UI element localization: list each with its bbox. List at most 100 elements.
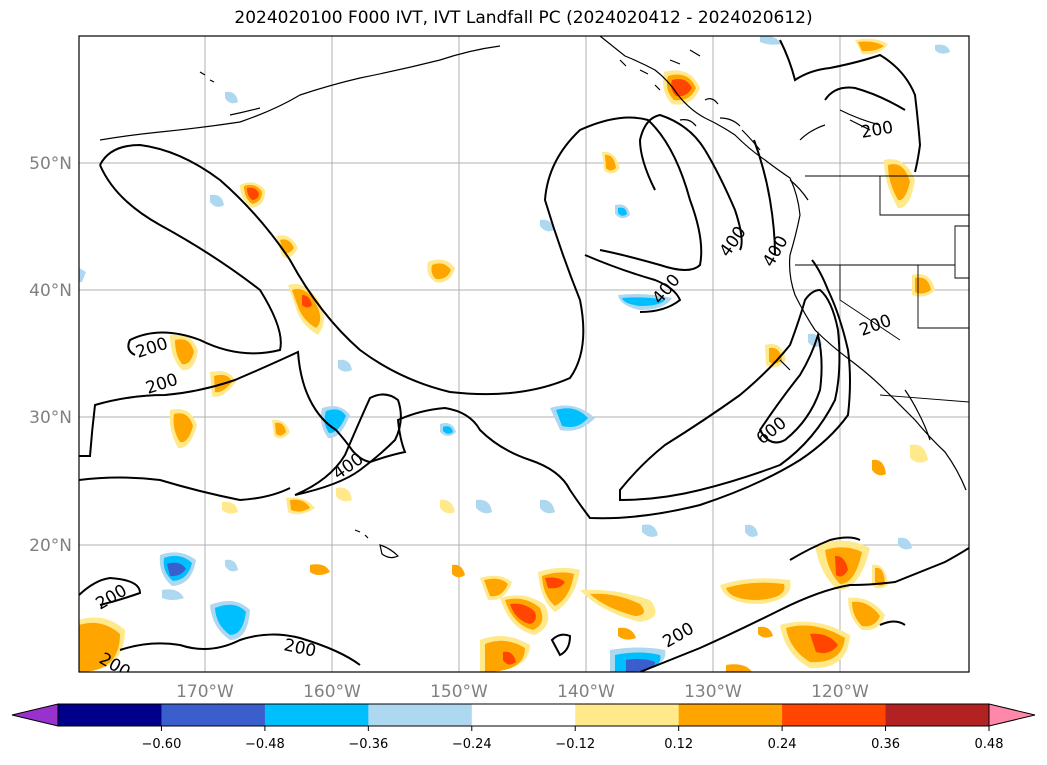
colorbar-tick-label: 0.24 [768,737,797,752]
shade-blob [275,422,286,436]
colorbar-cell [678,704,783,726]
colorbar-cell [575,704,680,726]
contour-200 [789,536,861,561]
shade-blob [835,555,848,577]
lat-label: 50°N [29,154,72,174]
contour-200 [79,476,291,502]
shade-blob [726,582,785,600]
shade-blob [510,603,536,624]
shade-blob [875,567,885,586]
colorbar-tick-label: −0.48 [245,737,285,752]
colorbar-tick-label: −0.24 [452,737,492,752]
shade-blob [484,578,508,597]
shade-blob [626,658,656,672]
contour-200 [824,86,906,111]
shade-blob [910,444,928,463]
shade-blob [935,44,950,54]
shade-blob [810,633,838,654]
shade-blob [210,194,224,207]
contour-200 [99,116,703,396]
shade-blob [79,622,120,672]
shade-blob [858,41,884,52]
lat-label: 30°N [29,408,72,428]
lat-label: 20°N [29,536,72,556]
contour-200 [99,164,282,356]
contour-label: 200 [93,581,131,615]
shade-blob [336,487,352,502]
contour-400 [619,288,841,502]
contour-200 [779,39,922,173]
ivt-contours [79,39,969,672]
shade-blob [503,651,516,665]
shade-blob [642,524,658,537]
contour-label: 400 [716,223,751,261]
contour-200 [79,259,851,520]
shade-blob [852,601,880,627]
contour-label: 200 [660,619,698,653]
colorbar-cell [782,704,887,726]
contour-label: 400 [329,449,367,484]
shade-blob [758,626,773,638]
lon-label: 150°W [430,682,488,702]
colorbar-cell [885,704,990,726]
shade-blob [443,426,453,434]
shade-blob [745,524,758,537]
longitude-labels: 170°W 160°W 150°W 140°W 130°W 120°W [176,682,869,702]
colorbar-tick-label: −0.60 [142,737,182,752]
contour-400 [753,139,776,256]
colorbar-cell [161,704,266,726]
shade-blob [915,277,931,294]
shade-blob [622,297,665,306]
map-frame [78,35,970,673]
colorbar-cell [58,704,162,726]
shade-blob [590,593,644,616]
shade-blob [292,288,321,328]
shade-blob [324,409,346,434]
colorbar-tick-label: 0.48 [975,737,1004,752]
colorbar-cell [264,704,369,726]
contour-600 [758,331,823,444]
colorbar-tick-label: −0.36 [348,737,388,752]
lon-label: 130°W [684,682,742,702]
shade-blob [556,408,588,427]
contour-label: 200 [133,334,170,363]
coastlines [99,36,967,559]
contour-200 [639,547,969,672]
shade-blob [605,154,616,171]
shade-blob [310,564,330,575]
colorbar-cell [368,704,473,726]
shade-blob [452,564,465,578]
colorbar-tick-label: 0.36 [871,737,900,752]
positive-pc-shading [79,38,935,672]
colorbar: −0.60 −0.48 −0.36 −0.24 −0.12 0.12 0.24 0.36 0.4… [11,703,1036,752]
shade-blob [898,537,912,550]
contour-label: 600 [753,413,791,449]
shade-blob [540,499,555,514]
shade-blob [247,187,259,200]
shade-blob [302,295,312,308]
contour-400 [294,393,402,496]
colorbar-extend-right [988,703,1036,727]
shade-blob [225,91,238,104]
map-title: 2024020100 F000 IVT, IVT Landfall PC (20… [234,8,813,28]
shade-blob [167,562,186,577]
shade-blob [290,499,310,512]
contour-label: 200 [859,118,894,143]
colorbar-tick-label: 0.12 [664,737,693,752]
shade-blob [222,501,238,514]
shade-blob [888,164,910,201]
shade-blob [338,359,352,372]
shade-blob [476,499,492,514]
shade-blob [540,219,554,232]
colorbar-cell [471,704,576,726]
shade-blob [760,36,782,45]
shade-blob [618,207,627,216]
shade-blob [726,664,752,672]
latitude-labels: 50°N 40°N 30°N 20°N [29,154,72,556]
shade-blob [618,627,636,640]
lat-label: 40°N [29,281,72,301]
shade-blob [162,589,184,600]
colorbar-tick-label: −0.12 [555,737,595,752]
lon-label: 170°W [176,682,234,702]
